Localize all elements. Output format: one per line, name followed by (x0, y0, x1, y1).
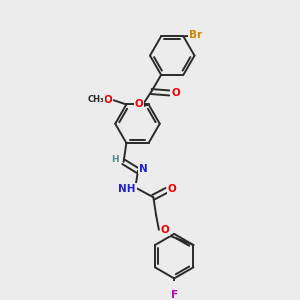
Text: H: H (111, 155, 118, 164)
Text: O: O (160, 225, 169, 235)
Text: NH: NH (118, 184, 136, 194)
Text: O: O (171, 88, 180, 98)
Text: N: N (139, 164, 147, 174)
Text: CH₃: CH₃ (88, 95, 104, 104)
Text: F: F (171, 290, 178, 299)
Text: Br: Br (189, 30, 203, 40)
Text: O: O (103, 95, 112, 105)
Text: O: O (168, 184, 177, 194)
Text: O: O (134, 98, 143, 109)
